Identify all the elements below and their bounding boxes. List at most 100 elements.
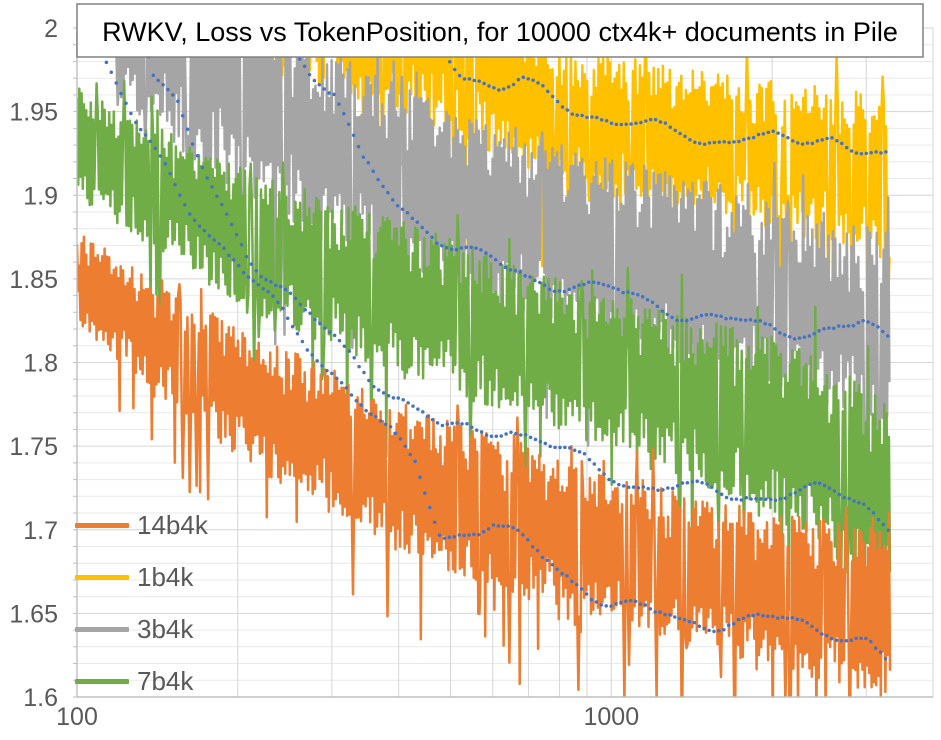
trend-dot: [803, 485, 807, 489]
trend-dot: [678, 131, 682, 136]
trend-dot: [773, 498, 778, 502]
legend-swatch-14b4k: [75, 522, 129, 528]
trend-dot: [421, 410, 425, 414]
trend-dot: [690, 480, 695, 484]
y-tick-label: 1.65: [9, 600, 58, 628]
trend-dot: [702, 626, 706, 631]
trend-dot: [798, 488, 802, 492]
trend-dot: [241, 270, 246, 275]
trend-dot: [408, 452, 412, 457]
trend-dot: [533, 278, 537, 283]
trend-dot: [683, 134, 687, 139]
trend-dot: [817, 481, 822, 486]
trend-dot: [677, 616, 682, 621]
trend-dot: [599, 603, 604, 607]
trend-dot: [180, 114, 185, 118]
trend-dot: [356, 144, 361, 149]
trend-dot: [317, 82, 322, 87]
y-tick-label: 1.6: [23, 684, 58, 712]
trend-dot: [651, 486, 655, 491]
trend-dot: [614, 122, 619, 127]
trend-dot: [786, 135, 790, 140]
trend-dot: [813, 481, 817, 485]
trend-dot: [783, 333, 787, 337]
trend-dot: [710, 485, 714, 489]
trend-dot: [334, 376, 339, 381]
trend-dot: [885, 334, 890, 338]
trend-dot: [372, 384, 376, 389]
trend-dots-1b4k: [433, 29, 888, 156]
trend-dot: [501, 524, 506, 528]
trend-dot: [864, 151, 869, 156]
trend-dot: [726, 623, 731, 627]
trend-dot: [810, 624, 814, 629]
trend-dot: [298, 302, 303, 307]
trend-dot: [413, 459, 417, 464]
trend-dot: [509, 430, 513, 435]
trend-dot: [454, 247, 459, 252]
trend-dot: [780, 615, 785, 620]
trend-dot: [626, 485, 631, 489]
trend-dot: [445, 422, 450, 426]
x-tick-label: 100: [56, 703, 98, 731]
trend-dot: [386, 393, 391, 398]
trend-dot: [633, 599, 638, 604]
trend-dot: [567, 287, 571, 292]
trend-dot: [506, 524, 510, 528]
trend-dot: [337, 338, 342, 343]
trend-dot: [665, 312, 669, 317]
trend-dot: [754, 496, 758, 501]
trend-dot: [881, 522, 886, 527]
trend-dot: [423, 491, 427, 495]
trend-dot: [528, 275, 532, 279]
trend-dot: [274, 283, 278, 288]
trend-dot: [396, 396, 401, 400]
trend-dot: [447, 535, 452, 539]
trend-dot: [643, 603, 648, 607]
trend-dot: [580, 113, 584, 118]
trend-dot: [599, 118, 604, 122]
trend-dot: [601, 282, 606, 287]
trend-dot: [746, 614, 751, 618]
trend-dot: [570, 112, 575, 116]
trend-dot: [817, 328, 821, 333]
trend-dot: [694, 315, 699, 319]
trend-dot: [565, 108, 570, 112]
trend-dot: [430, 418, 435, 422]
trend-dot: [251, 279, 256, 283]
trend-dot: [290, 324, 295, 329]
trend-dot: [854, 636, 858, 640]
trend-dot: [756, 612, 760, 616]
trend-dot: [444, 245, 449, 250]
trend-dot: [459, 246, 464, 250]
trend-dot: [705, 482, 709, 486]
trend-dot: [827, 326, 831, 330]
trend-dot: [327, 330, 332, 334]
trend-dot: [579, 587, 584, 591]
trend-dot: [878, 650, 883, 655]
trend-dot: [474, 428, 479, 432]
trend-dot: [217, 242, 221, 246]
trend-dot: [455, 421, 459, 425]
trend-dot: [278, 284, 283, 289]
trend-dot: [508, 268, 513, 272]
trend-dot: [425, 230, 429, 234]
trend-dot: [585, 115, 589, 120]
trend-dot: [695, 479, 699, 483]
trend-dot: [640, 294, 645, 299]
trend-dot: [171, 93, 175, 97]
trend-dot: [636, 292, 640, 297]
trend-dot: [308, 311, 312, 315]
trend-dot: [607, 477, 611, 482]
trend-dot: [395, 204, 400, 208]
trend-dot: [617, 482, 621, 487]
trend-dot: [648, 607, 653, 611]
trend-dot: [815, 628, 819, 633]
trend-dot: [844, 638, 849, 643]
trend-dot: [541, 83, 545, 88]
trend-dot: [190, 142, 195, 146]
trend-dot: [332, 333, 337, 338]
trend-dot: [577, 283, 581, 287]
trend-dot: [163, 162, 167, 166]
trend-dot: [802, 335, 807, 339]
